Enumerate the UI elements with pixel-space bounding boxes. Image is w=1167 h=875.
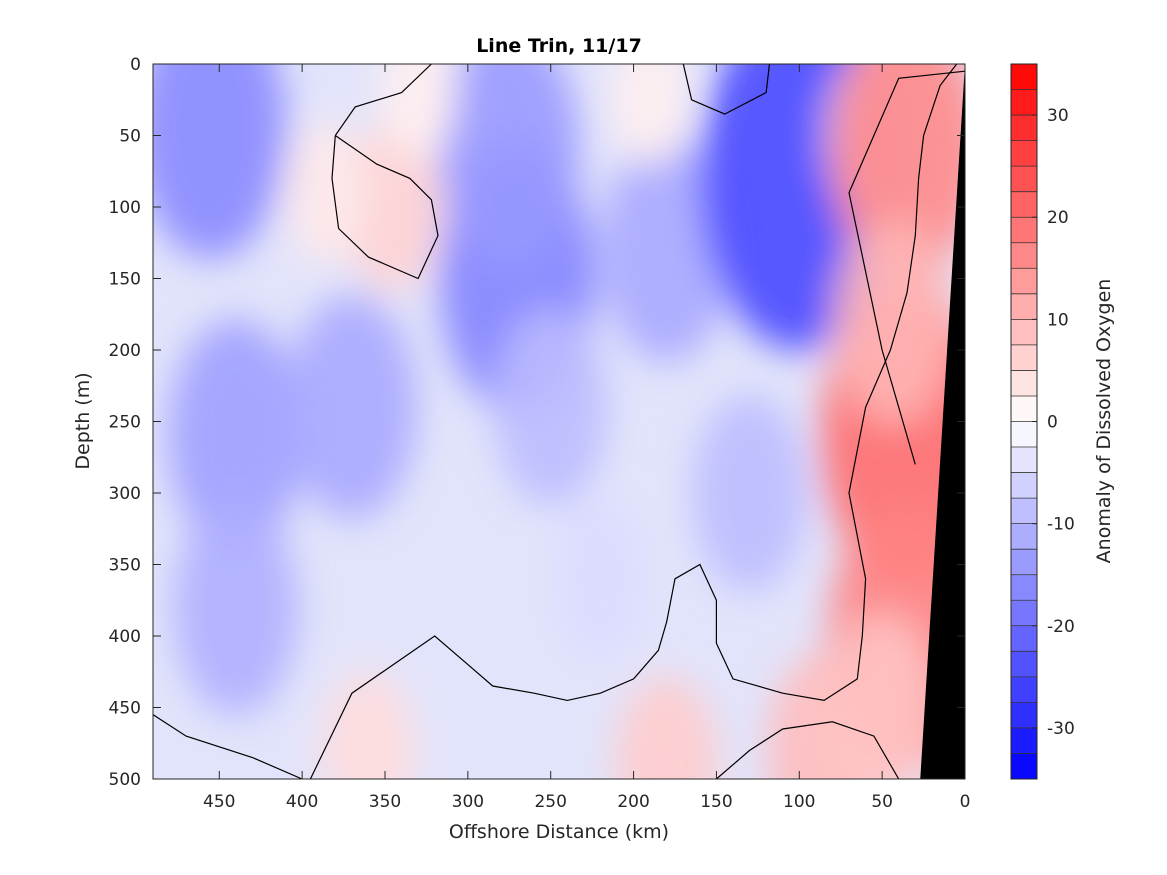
anomaly-blob: [615, 675, 719, 779]
colorbar-step: [1011, 651, 1037, 678]
plot-area: [152, 63, 966, 780]
x-tick-label: 300: [452, 792, 484, 812]
colorbar-step: [1011, 753, 1037, 780]
colorbar-step: [1011, 191, 1037, 218]
x-tick-label: 100: [783, 792, 815, 812]
colorbar-step: [1011, 498, 1037, 525]
anomaly-blob: [286, 295, 417, 520]
anomaly-blob: [827, 613, 937, 779]
x-tick-label: 0: [960, 792, 971, 812]
colorbar-ticks: 30 20 10 0 -10 -20 -30: [1032, 106, 1075, 739]
colorbar: 30 20 10 0 -10 -20 -30 Anomaly of Dissolved Ox…: [1010, 63, 1115, 780]
y-tick-label: 250: [109, 413, 141, 433]
colorbar-step: [1011, 64, 1037, 91]
colorbar-step: [1011, 293, 1037, 320]
x-tick-label: 50: [871, 792, 893, 812]
y-axis-label: Depth (m): [72, 372, 94, 469]
zero-contour: [848, 70, 965, 465]
colorbar-step: [1011, 472, 1037, 499]
y-tick-label: 500: [109, 770, 141, 790]
colorbar-step: [1011, 115, 1037, 142]
anomaly-blob: [834, 218, 954, 425]
colorbar-step: [1011, 268, 1037, 295]
colorbar-step: [1011, 421, 1037, 448]
colorbar-step: [1011, 447, 1037, 474]
colorbar-step: [1011, 395, 1037, 422]
colorbar-step: [1011, 319, 1037, 346]
colorbar-step: [1011, 523, 1037, 550]
y-tick-label: 400: [109, 627, 141, 647]
y-tick-label: 200: [109, 341, 141, 361]
x-tick-label: 450: [203, 792, 235, 812]
colorbar-step: [1011, 370, 1037, 397]
colorbar-tick-label: 0: [1047, 413, 1058, 433]
colorbar-step: [1011, 600, 1037, 627]
colorbar-step: [1011, 574, 1037, 601]
zero-contour: [716, 721, 900, 779]
colorbar-step: [1011, 625, 1037, 652]
anomaly-blob: [285, 121, 369, 264]
colorbar-step: [1011, 549, 1037, 576]
y-tick-label: 100: [109, 198, 141, 218]
x-axis-label: Offshore Distance (km): [449, 821, 669, 843]
y-axis: 0 50 100 150 200 250 300 350 400 450 500: [109, 55, 965, 790]
bathymetry-mask: [920, 64, 965, 779]
colorbar-step: [1011, 702, 1037, 729]
anomaly-blob: [379, 64, 457, 159]
colorbar-tick-label: 30: [1047, 106, 1069, 126]
colorbar-step: [1011, 727, 1037, 754]
zero-contour: [153, 714, 303, 779]
colorbar-tick-label: -20: [1047, 617, 1075, 637]
anomaly-blob: [439, 64, 580, 272]
anomaly-blob: [611, 64, 689, 167]
colorbar-step: [1011, 89, 1037, 116]
anomaly-field: [153, 64, 965, 779]
y-tick-label: 0: [130, 55, 141, 75]
colorbar-tick-label: 10: [1047, 310, 1069, 330]
anomaly-blob: [493, 308, 608, 506]
x-tick-label: 250: [534, 792, 566, 812]
colorbar-step: [1011, 676, 1037, 703]
anomaly-blob: [831, 64, 965, 281]
colorbar-step: [1011, 242, 1037, 269]
anomaly-blob: [168, 319, 304, 553]
colorbar-step: [1011, 344, 1037, 371]
colorbar-step: [1011, 217, 1037, 244]
x-tick-label: 350: [369, 792, 401, 812]
x-tick-label: 400: [286, 792, 318, 812]
x-tick-label: 200: [617, 792, 649, 812]
anomaly-blob: [692, 394, 807, 592]
colorbar-step: [1011, 166, 1037, 193]
anomaly-blob: [554, 498, 647, 659]
colorbar-tick-label: 20: [1047, 208, 1069, 228]
zero-contour: [331, 135, 439, 280]
y-tick-label: 300: [109, 484, 141, 504]
x-axis: 450 400 350 300 250 200 150 100 50 0: [203, 64, 970, 812]
anomaly-blob: [344, 122, 443, 292]
y-tick-label: 50: [119, 127, 141, 147]
chart-title: Line Trin, 11/17: [476, 35, 642, 57]
y-tick-label: 350: [109, 556, 141, 576]
anomaly-blobs: [153, 64, 965, 779]
x-tick-label: 150: [700, 792, 732, 812]
zero-contour: [334, 64, 432, 136]
anomaly-blob: [601, 137, 732, 363]
zero-contour: [682, 64, 771, 115]
colorbar-steps: [1011, 64, 1037, 780]
y-tick-label: 150: [109, 270, 141, 290]
zero-contours: [153, 64, 965, 779]
anomaly-blob: [322, 670, 415, 779]
y-tick-label: 450: [109, 699, 141, 719]
colorbar-step: [1011, 140, 1037, 167]
colorbar-label: Anomaly of Dissolved Oxygen: [1093, 279, 1115, 564]
colorbar-tick-label: -10: [1047, 515, 1075, 535]
anomaly-blob: [153, 64, 287, 259]
colorbar-tick-label: -30: [1047, 719, 1075, 739]
zero-contour: [309, 64, 958, 779]
anomaly-blob: [173, 499, 299, 715]
